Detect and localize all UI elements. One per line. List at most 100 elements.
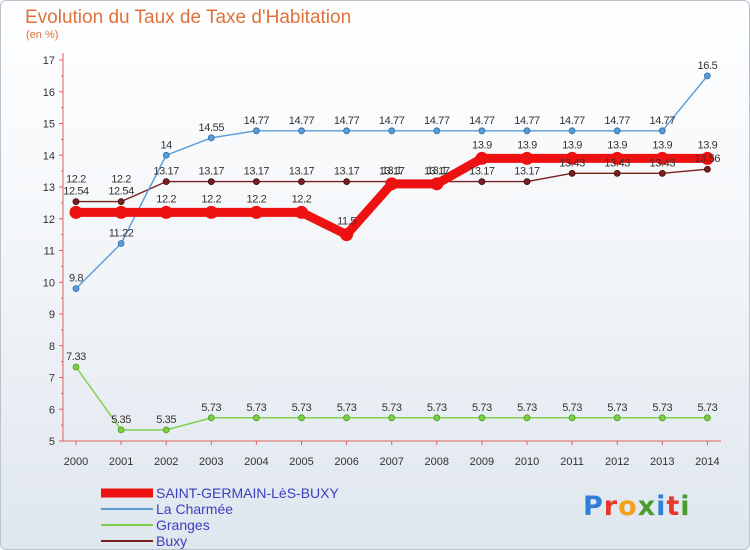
logo-letter: i [680, 491, 691, 522]
x-tick-label: 2003 [199, 456, 223, 468]
series-point-0 [295, 205, 308, 219]
series-point-2 [658, 414, 666, 422]
series-point-3 [568, 169, 576, 177]
data-label-2: 5.35 [156, 414, 176, 426]
legend-item-la-charmee: La Charmée [101, 501, 401, 517]
x-tick-label: 2004 [244, 456, 268, 468]
data-label-3: 13.17 [469, 166, 495, 178]
series-point-2 [343, 414, 351, 422]
series-point-1 [162, 151, 170, 159]
data-label-3: 12.54 [108, 186, 134, 198]
series-point-0 [700, 151, 714, 165]
series-point-2 [704, 414, 711, 422]
series-point-2 [162, 426, 170, 434]
data-label-3: 13.56 [695, 153, 721, 165]
data-label-1: 16.5 [697, 60, 717, 72]
series-point-3 [704, 165, 711, 173]
series-point-2 [478, 414, 486, 422]
data-label-1: 14.77 [244, 115, 270, 127]
data-label-0: 12.2 [292, 193, 312, 205]
series-point-3 [162, 178, 170, 186]
data-label-1: 14.77 [604, 115, 630, 127]
x-tick-label: 2002 [154, 456, 178, 468]
data-label-0: 13.9 [607, 139, 627, 151]
series-point-2 [523, 414, 531, 422]
series-point-1 [343, 127, 351, 135]
x-tick-label: 2013 [650, 456, 674, 468]
data-label-2: 5.73 [292, 402, 312, 414]
y-tick-label: 12 [43, 214, 55, 226]
data-label-2: 5.73 [246, 402, 266, 414]
series-point-2 [117, 426, 125, 434]
series-point-0 [159, 205, 173, 219]
series-point-0 [565, 151, 579, 165]
series-point-1 [433, 127, 441, 135]
legend: SAINT-GERMAIN-LèS-BUXY La Charmée Grange… [101, 485, 401, 549]
legend-label-saint-germain: SAINT-GERMAIN-LèS-BUXY [156, 485, 339, 501]
y-tick-label: 10 [43, 277, 55, 289]
data-label-3: 13.17 [289, 166, 315, 178]
y-tick-label: 8 [49, 341, 55, 353]
logo-letter: r [603, 491, 619, 522]
data-label-3: 13.17 [424, 166, 450, 178]
series-point-3 [478, 178, 486, 186]
data-label-3: 13.43 [559, 157, 585, 169]
x-tick-label: 2008 [425, 456, 449, 468]
data-label-2: 5.73 [427, 402, 447, 414]
series-point-3 [523, 178, 531, 186]
data-label-2: 5.73 [652, 402, 672, 414]
series-point-1 [568, 127, 576, 135]
data-label-2: 7.33 [66, 351, 86, 363]
data-label-0: 13.9 [652, 139, 672, 151]
data-label-3: 13.17 [153, 166, 179, 178]
data-label-0: 13.9 [697, 139, 717, 151]
logo-letter: t [666, 491, 681, 522]
x-tick-label: 2005 [289, 456, 313, 468]
series-point-1 [613, 127, 621, 135]
series-point-1 [478, 127, 486, 135]
data-label-0: 13.9 [517, 139, 537, 151]
data-label-2: 5.73 [472, 402, 492, 414]
y-tick-label: 6 [49, 404, 55, 416]
series-point-3 [298, 178, 305, 186]
logo-letter: i [656, 491, 667, 522]
series-point-2 [433, 414, 441, 422]
x-tick-label: 2010 [515, 456, 539, 468]
data-label-extra: 12.2 [111, 173, 131, 185]
series-point-2 [388, 414, 396, 422]
legend-item-buxy: Buxy [101, 533, 401, 549]
y-tick-label: 15 [43, 119, 55, 131]
series-point-0 [204, 205, 218, 219]
data-label-1: 14.77 [650, 115, 676, 127]
data-label-extra: 12.2 [66, 173, 86, 185]
series-point-1 [658, 127, 666, 135]
y-tick-label: 9 [49, 309, 55, 321]
series-point-1 [704, 72, 711, 80]
x-tick-label: 2006 [334, 456, 358, 468]
series-point-1 [388, 127, 396, 135]
legend-swatch-buxy [101, 540, 153, 542]
data-label-1: 14.77 [559, 115, 585, 127]
data-label-2: 5.73 [382, 402, 402, 414]
legend-swatch-granges [101, 524, 153, 526]
data-label-2: 5.35 [111, 414, 131, 426]
data-label-3: 13.17 [199, 166, 225, 178]
y-tick-label: 16 [43, 87, 55, 99]
logo-letter: x [637, 491, 657, 522]
series-point-1 [207, 134, 215, 142]
data-label-0: 12.2 [156, 193, 176, 205]
series-point-1 [298, 127, 305, 135]
series-point-0 [655, 151, 669, 165]
logo-letter: P [583, 491, 604, 522]
series-point-3 [207, 178, 215, 186]
data-label-1: 14.77 [424, 115, 450, 127]
legend-item-saint-germain: SAINT-GERMAIN-LèS-BUXY [101, 485, 401, 501]
data-label-2: 5.73 [607, 402, 627, 414]
series-point-0 [340, 228, 354, 242]
data-label-0: 13.1 [382, 165, 402, 177]
data-label-2: 5.73 [697, 402, 717, 414]
data-label-2: 5.73 [562, 402, 582, 414]
data-label-1: 14.77 [334, 115, 360, 127]
x-tick-label: 2014 [695, 456, 719, 468]
